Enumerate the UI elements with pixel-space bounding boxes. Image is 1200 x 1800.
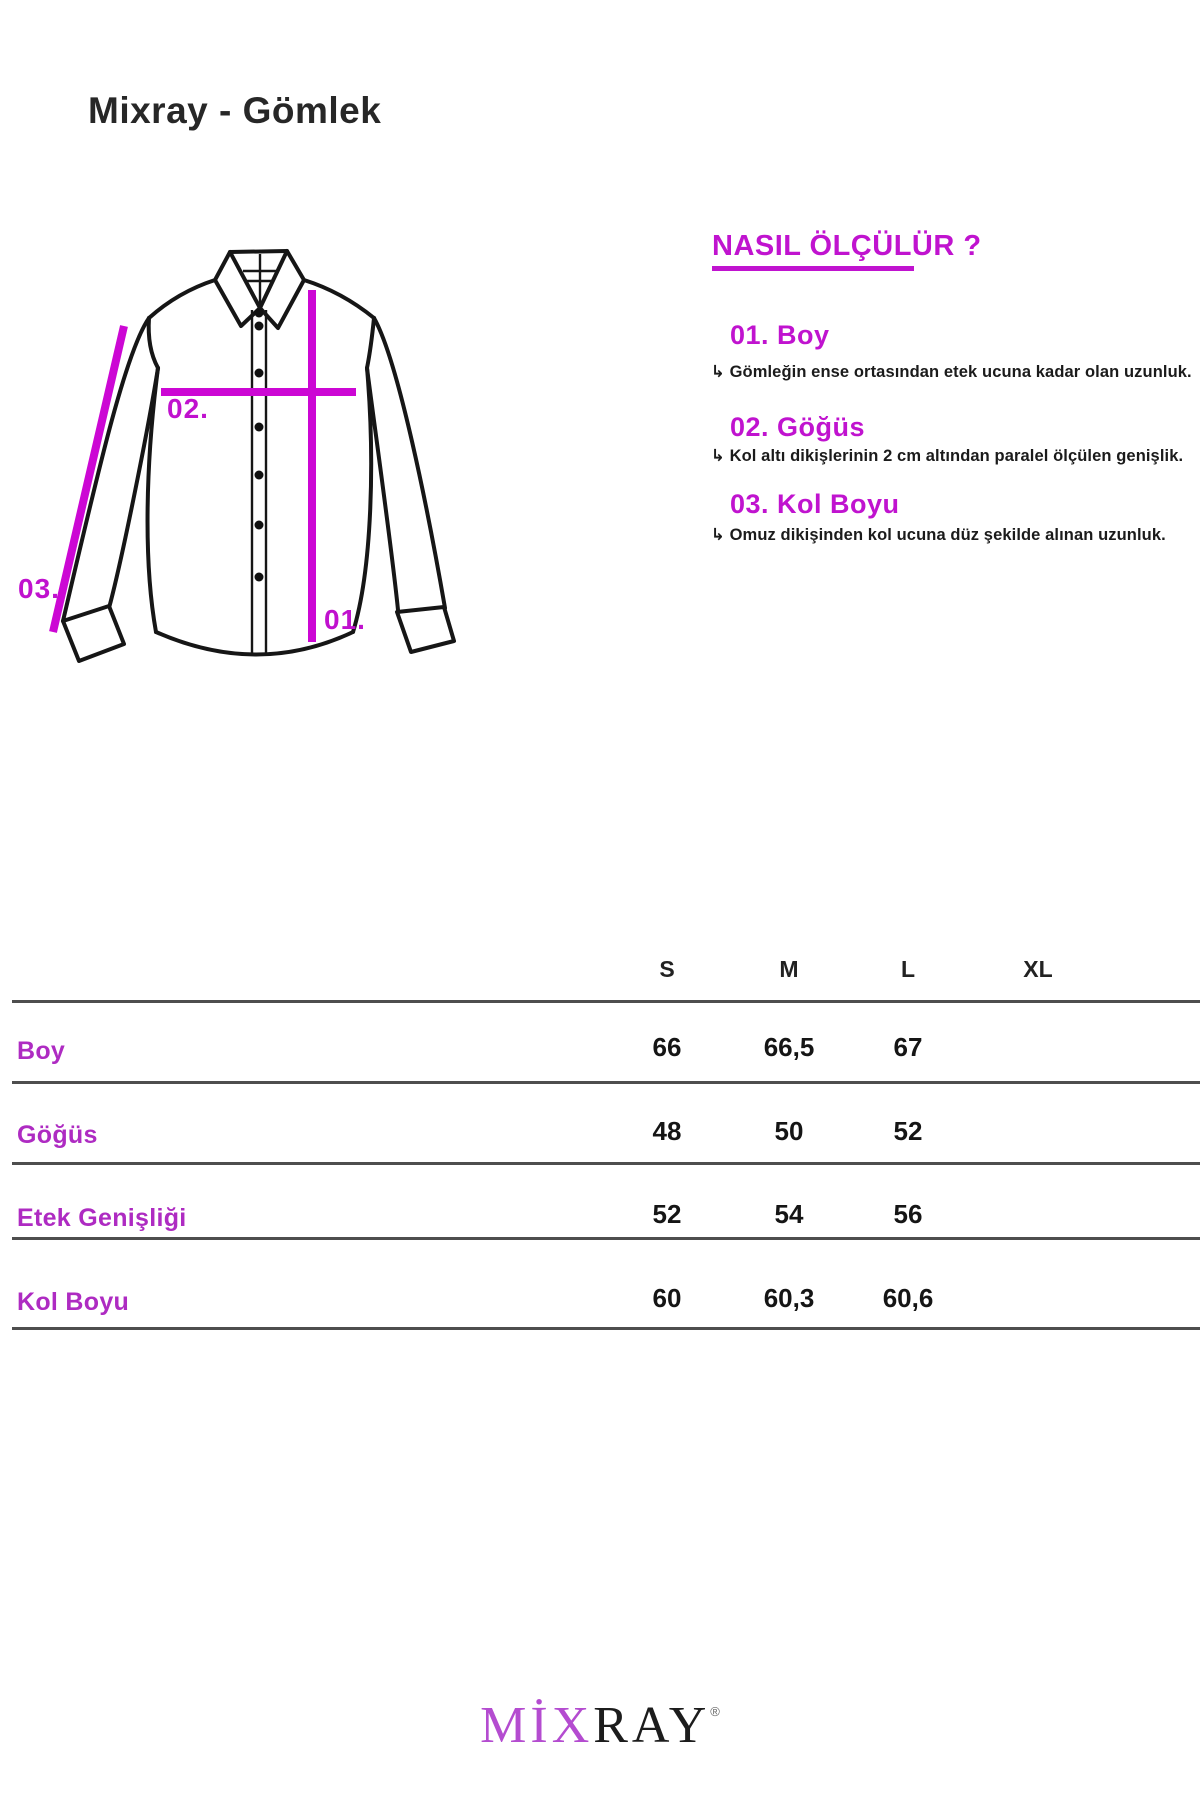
how-to-measure-title: NASIL ÖLÇÜLÜR ?: [712, 230, 982, 262]
measure-label-01: 01.: [324, 604, 366, 635]
right-sleeve-outer: [372, 316, 447, 610]
measure-label-03: 03.: [18, 573, 60, 604]
cell-value: 60,6: [882, 1283, 934, 1313]
left-cuff: [61, 604, 126, 663]
buttons: [254, 308, 264, 582]
button: [254, 520, 264, 530]
measure-description-kol-boyu: ↳ Omuz dikişinden kol ucuna düz şekilde …: [711, 526, 1166, 544]
cell-value: 56: [893, 1199, 923, 1229]
table-row-boy: Boy 66 66,5 67: [0, 1032, 1200, 1092]
title-underline: [712, 266, 914, 271]
table-divider: [12, 1237, 1200, 1240]
measure-label-02: 02.: [167, 393, 209, 424]
size-column-xl: XL: [1023, 956, 1053, 982]
measure-heading-gogus: 02. Göğüs: [730, 412, 866, 442]
button: [254, 470, 264, 480]
cell-value: 52: [652, 1199, 682, 1229]
cell-value: 52: [893, 1116, 923, 1146]
button: [254, 368, 264, 378]
table-divider: [12, 1000, 1200, 1003]
size-column-l: L: [900, 956, 916, 982]
cell-value: 60: [652, 1283, 682, 1313]
row-label: Boy: [17, 1037, 66, 1065]
button: [254, 321, 264, 331]
table-row-etek-genisligi: Etek Genişliği 52 54 56: [0, 1199, 1200, 1259]
measure-heading-kol-boyu: 03. Kol Boyu: [730, 489, 900, 519]
right-armhole: [365, 316, 376, 370]
table-row-gogus: Göğüs 48 50 52: [0, 1116, 1200, 1176]
row-label: Kol Boyu: [17, 1288, 130, 1316]
right-shoulder: [302, 278, 376, 320]
left-shoulder: [147, 278, 217, 320]
hem: [154, 630, 355, 657]
left-sleeve-outer: [61, 316, 151, 623]
right-body-seam: [351, 366, 374, 634]
collar-right-leaf: [258, 249, 306, 330]
table-divider: [12, 1327, 1200, 1330]
button: [254, 572, 264, 582]
table-divider: [12, 1162, 1200, 1165]
page-title: Mixray - Gömlek: [88, 90, 382, 131]
left-armhole: [146, 316, 160, 370]
size-column-s: S: [659, 956, 675, 982]
collar-top-edge: [228, 249, 289, 254]
cell-value: 54: [774, 1199, 804, 1229]
measure-heading-boy: 01. Boy: [730, 320, 830, 350]
cell-value: 66,5: [763, 1032, 815, 1062]
registered-trademark-icon: ®: [710, 1704, 720, 1719]
cell-value: 67: [893, 1032, 923, 1062]
left-body-seam: [145, 366, 160, 634]
measure-description-gogus: ↳ Kol altı dikişlerinin 2 cm altından pa…: [711, 447, 1184, 465]
measure-description-boy: ↳ Gömleğin ense ortasından etek ucuna ka…: [711, 363, 1192, 381]
table-divider: [12, 1081, 1200, 1084]
cell-value: 48: [652, 1116, 682, 1146]
right-cuff: [395, 605, 456, 654]
table-row-kol-boyu: Kol Boyu 60 60,3 60,6: [0, 1283, 1200, 1343]
row-label: Etek Genişliği: [17, 1204, 187, 1232]
logo-mix: MİX: [480, 1697, 594, 1754]
button: [254, 422, 264, 432]
collar-left-leaf: [213, 250, 262, 328]
cell-value: 66: [652, 1032, 682, 1062]
shirt-diagram: 02. 01. 03.: [18, 249, 456, 663]
cell-value: 60,3: [763, 1283, 815, 1313]
brand-footer: MİXRAY®: [0, 1700, 1200, 1752]
measure-line-sleeve-03: [49, 325, 128, 633]
size-column-m: M: [779, 956, 799, 982]
button: [254, 308, 264, 318]
logo-ray: RAY: [593, 1697, 711, 1754]
cell-value: 50: [774, 1116, 804, 1146]
row-label: Göğüs: [17, 1121, 98, 1149]
